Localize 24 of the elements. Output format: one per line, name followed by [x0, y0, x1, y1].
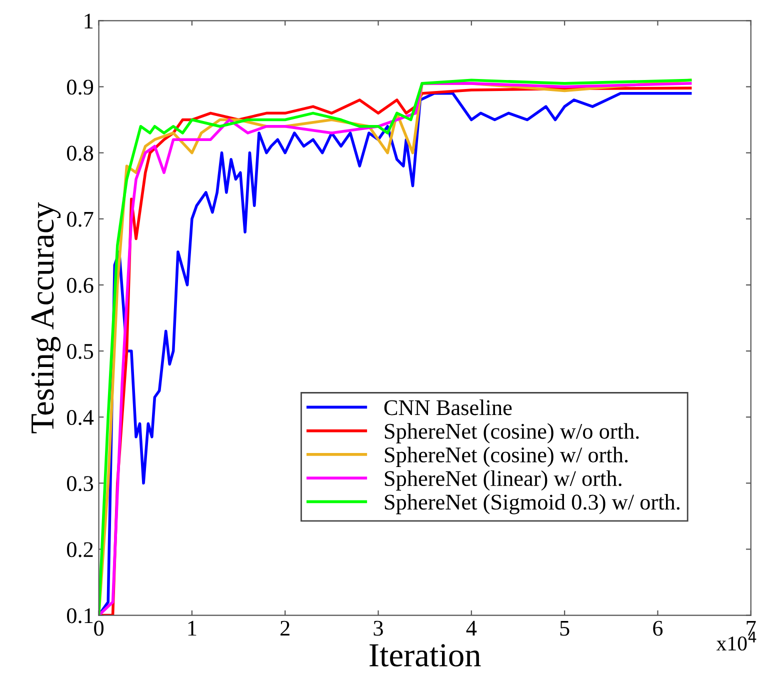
y-tick-label: 0.9 [67, 80, 94, 95]
x-tick-label: 5 [560, 621, 570, 636]
y-tick-label: 0.4 [67, 410, 94, 426]
y-tick-label: 0.3 [67, 476, 94, 492]
y-tick-label: 0.7 [67, 212, 94, 227]
x-axis-title: Iteration [370, 644, 481, 667]
legend-label: CNN Baseline [384, 400, 512, 416]
y-tick-label: 0.8 [67, 146, 94, 161]
legend-label: SphereNet (Sigmoid 0.3) w/ orth. [384, 494, 680, 514]
y-axis-title: Testing Accuracy [31, 202, 61, 434]
x-tick-label: 6 [653, 620, 663, 636]
y-tick-label: 0.1 [67, 608, 93, 624]
legend-label: SphereNet (cosine) w/o orth. [384, 423, 639, 444]
legend-label: SphereNet (linear) w/ orth. [384, 470, 622, 491]
x-tick-label: 2 [280, 620, 290, 636]
x-tick-label: 3 [374, 620, 383, 636]
x-tick-label: 4 [466, 620, 477, 636]
y-tick-label: 1 [84, 14, 93, 28]
legend-label: SphereNet (cosine) w/ orth. [384, 446, 628, 467]
y-tick-label: 0.2 [67, 542, 93, 558]
y-tick-label: 0.5 [67, 344, 94, 360]
x-tick-label: 1 [188, 620, 196, 636]
y-tick-label: 0.6 [67, 278, 94, 293]
x-tick-label: 0 [94, 620, 104, 636]
